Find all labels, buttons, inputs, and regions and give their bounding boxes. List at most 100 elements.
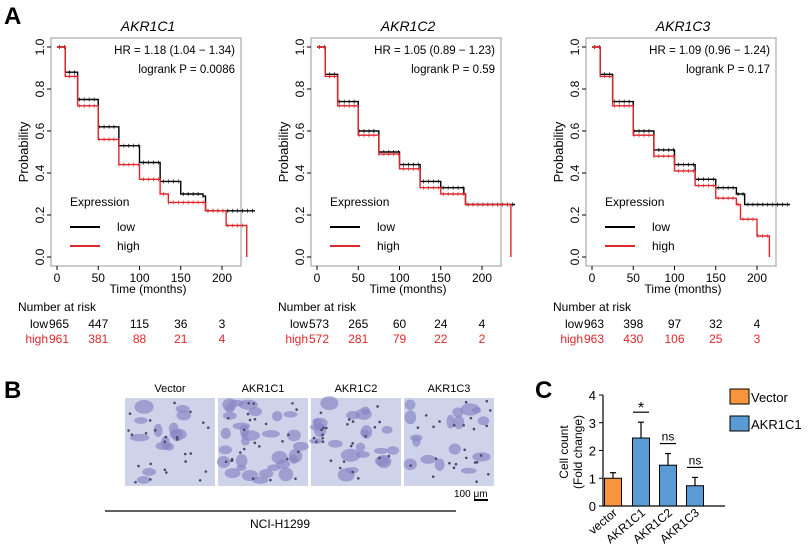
- y-tick-label: 0.0: [568, 248, 582, 265]
- pore: [448, 461, 451, 465]
- plot-title: AKR1C3: [655, 18, 711, 34]
- logrank-p: logrank P = 0.0086: [138, 64, 235, 76]
- pore: [184, 460, 187, 463]
- cell-line-label: NCI-H1299: [250, 517, 310, 531]
- plot-title: AKR1C1: [120, 18, 175, 34]
- x-tick-label: 50: [92, 271, 106, 285]
- logrank-p: logrank P = 0.59: [411, 64, 495, 76]
- bar-akr1c3: [686, 485, 704, 507]
- panel-label-c: C: [535, 377, 552, 404]
- risk-value-low: 3: [219, 317, 226, 331]
- pore: [487, 472, 490, 476]
- pore: [320, 428, 323, 432]
- pore: [357, 477, 360, 480]
- cell: [340, 448, 361, 462]
- risk-value-high: 572: [309, 332, 329, 346]
- risk-value-high: 3: [754, 332, 761, 346]
- pore: [248, 418, 252, 422]
- pore: [163, 468, 167, 472]
- risk-value-high: 381: [88, 332, 108, 346]
- cell: [235, 454, 248, 468]
- significance-label: *: [638, 400, 644, 417]
- cell: [276, 459, 291, 469]
- risk-value-high: 25: [709, 332, 723, 346]
- y-axis-label: Probability: [16, 121, 31, 182]
- x-tick-label: 0: [314, 271, 321, 285]
- risk-value-low: 32: [709, 317, 723, 331]
- cell: [271, 411, 283, 422]
- pore: [164, 435, 168, 439]
- x-tick-label: 200: [472, 271, 492, 285]
- pore: [463, 448, 466, 452]
- pore: [175, 435, 179, 439]
- y-axis-label-line: Cell count: [557, 425, 571, 479]
- pore: [264, 422, 268, 426]
- x-tick-label: 50: [627, 271, 641, 285]
- bar-akr1c1: [632, 437, 650, 507]
- pore: [322, 426, 325, 430]
- pore: [204, 470, 208, 473]
- y-tick-label: 4: [589, 388, 596, 403]
- y-tick-label: 0.2: [293, 206, 307, 223]
- pore: [376, 405, 379, 408]
- pore: [409, 464, 412, 467]
- y-axis-label-line: (Fold change): [571, 415, 585, 489]
- pore: [291, 402, 294, 405]
- km-panel-akr1c1: AKR1C1 HR = 1.18 (1.04 − 1.34) logrank P =…: [16, 18, 255, 346]
- y-tick-label: 1.0: [568, 38, 582, 55]
- cell: [453, 415, 465, 430]
- pore: [351, 442, 354, 445]
- cell: [238, 399, 258, 410]
- pore: [127, 429, 130, 432]
- scale-bar-label: 100 μm: [454, 489, 488, 500]
- risk-value-low: 265: [348, 317, 368, 331]
- pore: [246, 412, 250, 416]
- x-tick-label: 100: [664, 271, 684, 285]
- micrograph-label: AKR1C2: [335, 383, 378, 395]
- cell: [434, 458, 445, 471]
- pore: [321, 436, 324, 440]
- x-axis-label: Time (months): [370, 282, 447, 296]
- risk-value-high: 106: [664, 332, 684, 346]
- y-tick-label: 0.0: [33, 248, 47, 265]
- survival-curve-high: [317, 46, 512, 257]
- cell: [355, 408, 372, 421]
- risk-value-high: 79: [393, 332, 407, 346]
- legend-label-high: high: [377, 239, 400, 253]
- pore: [338, 466, 342, 470]
- x-tick-label: 100: [129, 271, 149, 285]
- risk-value-low: 965: [49, 317, 69, 331]
- x-tick-label: 150: [171, 271, 191, 285]
- cell: [386, 446, 399, 455]
- cell: [216, 456, 231, 468]
- km-panel-akr1c2: AKR1C2 HR = 1.05 (0.89 − 1.23) logrank P =…: [276, 18, 515, 346]
- legend-label: Vector: [751, 390, 789, 405]
- y-tick-label: 0.8: [33, 80, 47, 97]
- pore: [473, 461, 477, 464]
- cell: [222, 411, 237, 420]
- x-axis-label: Time (months): [110, 282, 187, 296]
- pore: [281, 440, 284, 443]
- cell: [155, 441, 172, 451]
- pore: [137, 464, 140, 468]
- cell: [241, 430, 260, 441]
- cell: [373, 447, 389, 455]
- pore: [149, 478, 152, 481]
- significance-label: ns: [689, 453, 702, 467]
- cell: [355, 442, 366, 452]
- logrank-p: logrank P = 0.17: [686, 64, 770, 76]
- cell: [176, 410, 192, 421]
- cell: [129, 433, 150, 442]
- pore: [130, 433, 134, 437]
- risk-row-label-high: high: [25, 332, 48, 346]
- pore: [230, 457, 234, 461]
- micrograph-akr1c3: AKR1C3: [403, 383, 494, 486]
- risk-value-low: 963: [584, 317, 604, 331]
- hazard-ratio: HR = 1.09 (0.96 − 1.24): [649, 45, 770, 57]
- cell: [169, 428, 187, 440]
- pore: [312, 436, 316, 440]
- risk-value-low: 4: [754, 317, 761, 331]
- survival-curve-high: [57, 46, 248, 257]
- pore: [452, 423, 456, 427]
